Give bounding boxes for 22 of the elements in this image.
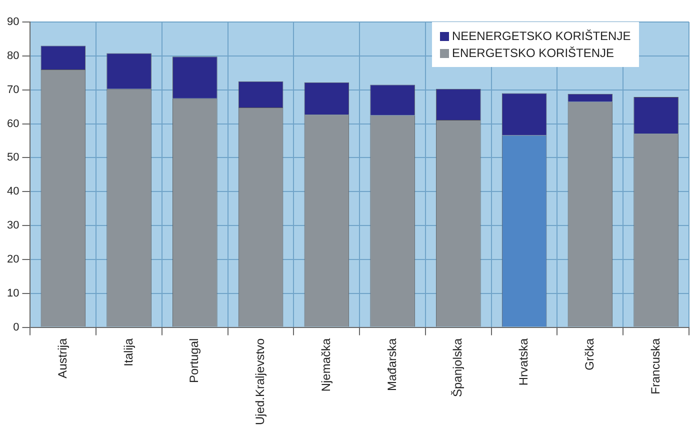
y-tick-label: 40	[6, 186, 20, 198]
x-tick-label: Ujed.Kraljevstvo	[253, 338, 268, 425]
y-tick-label: 50	[6, 152, 20, 164]
y-tick-label: 20	[6, 253, 20, 266]
x-tick-label: Španjolska	[450, 338, 465, 398]
x-tick-label: Italija	[121, 338, 136, 366]
y-tick-label: 0	[13, 321, 20, 334]
legend-label: ENERGETSKO KORIŠTENJE	[452, 46, 614, 60]
x-tick-label: Mađarska	[384, 338, 399, 391]
y-tick-label: 60	[6, 118, 20, 130]
x-tick-label: Njemačka	[318, 338, 333, 392]
x-tick-label: Francuska	[648, 338, 662, 394]
y-tick-label: 80	[6, 50, 20, 62]
x-tick-label: Portugal	[187, 338, 202, 383]
legend-label: NEENERGETSKO KORIŠTENJE	[452, 29, 631, 43]
x-tick-label: Austrija	[55, 338, 70, 378]
y-tick-label: 30	[6, 220, 20, 232]
x-tick-label: Hrvatska	[516, 338, 531, 386]
y-tick-label: 70	[6, 84, 20, 96]
y-tick-label: 90	[6, 16, 20, 28]
y-tick-label: 10	[6, 287, 20, 300]
x-tick-label: Grčka	[582, 338, 596, 370]
